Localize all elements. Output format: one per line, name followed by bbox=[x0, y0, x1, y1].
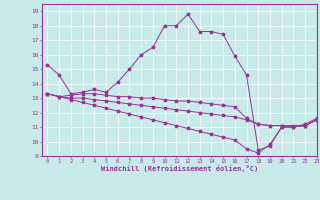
X-axis label: Windchill (Refroidissement éolien,°C): Windchill (Refroidissement éolien,°C) bbox=[100, 165, 258, 172]
